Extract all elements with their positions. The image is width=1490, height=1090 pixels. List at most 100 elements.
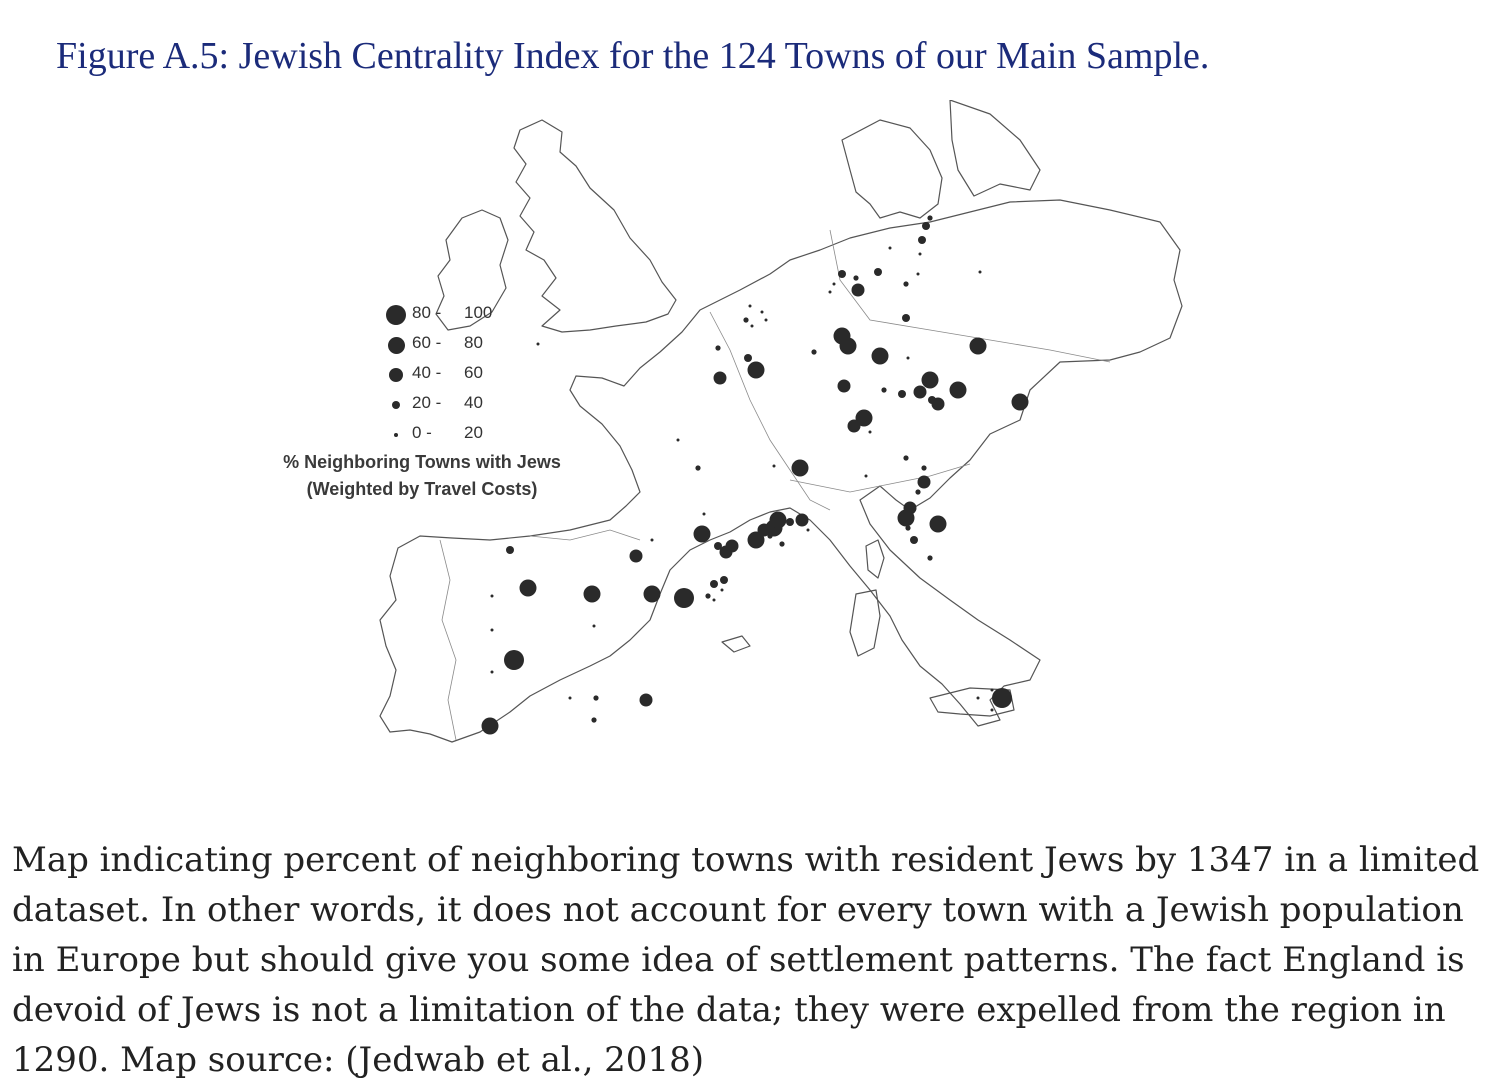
legend-range-low: 20 -	[412, 393, 442, 412]
continent-outline	[379, 199, 1183, 743]
town-marker	[874, 268, 882, 276]
town-marker	[720, 588, 724, 592]
legend-marker-icon	[387, 336, 405, 354]
border-france-east	[709, 311, 831, 511]
town-marker	[832, 282, 836, 286]
town-marker	[764, 318, 768, 322]
town-marker	[837, 379, 851, 393]
town-marker	[921, 465, 927, 471]
town-marker	[769, 511, 787, 529]
europe-map	[379, 100, 1183, 743]
legend-range-high: 80	[464, 333, 483, 352]
town-marker	[715, 345, 721, 351]
town-marker	[490, 670, 494, 674]
town-marker	[811, 349, 817, 355]
town-marker	[969, 337, 987, 355]
town-marker	[725, 539, 739, 553]
legend-range-low: 40 -	[412, 363, 442, 382]
great-britain-outline	[513, 119, 677, 333]
town-marker	[702, 512, 706, 516]
town-marker	[906, 356, 910, 360]
town-marker	[748, 304, 752, 308]
town-marker	[744, 354, 752, 362]
town-marker	[990, 708, 994, 712]
town-marker	[806, 528, 810, 532]
town-marker	[791, 459, 809, 477]
town-marker	[902, 314, 910, 322]
town-marker	[905, 525, 911, 531]
town-marker	[568, 696, 572, 700]
town-marker	[922, 222, 930, 230]
town-marker	[705, 593, 711, 599]
town-marker	[847, 419, 861, 433]
town-marker	[490, 594, 494, 598]
ireland-outline	[435, 209, 509, 331]
balearic-islands-outline	[721, 635, 751, 653]
town-marker	[714, 542, 722, 550]
legend-range-low: 0 -	[412, 423, 432, 442]
legend-range-high: 60	[464, 363, 483, 382]
town-marker	[903, 455, 909, 461]
town-marker	[593, 695, 599, 701]
legend-item: 40 - 60	[380, 360, 520, 384]
town-marker	[674, 588, 694, 608]
town-marker	[828, 290, 832, 294]
border-central-europe	[829, 229, 1111, 363]
legend-marker-icon	[386, 305, 406, 325]
border-france-spain	[529, 529, 641, 541]
map-legend: 80 - 100 60 - 80 40 - 60 20 - 40 0 - 20 % Neighbo…	[262, 300, 642, 510]
town-marker	[918, 236, 926, 244]
denmark-outline	[841, 119, 943, 219]
figure-title: Figure A.5: Jewish Centrality Index for …	[56, 35, 1210, 77]
town-marker	[786, 518, 794, 526]
town-marker	[747, 361, 765, 379]
town-marker	[591, 717, 597, 723]
town-marker	[639, 693, 653, 707]
legend-marker-icon	[392, 401, 400, 409]
town-marker	[855, 409, 873, 427]
town-marker	[481, 717, 499, 735]
legend-item: 60 - 80	[380, 330, 520, 354]
town-marker	[629, 549, 643, 563]
town-marker	[772, 464, 776, 468]
town-marker	[921, 371, 939, 389]
town-marker	[915, 489, 921, 495]
town-marker	[650, 538, 654, 542]
town-marker	[710, 580, 718, 588]
town-marker	[720, 576, 728, 584]
town-marker	[795, 513, 809, 527]
scandinavia-outline	[949, 100, 1041, 197]
town-marker	[592, 624, 596, 628]
town-marker	[864, 474, 868, 478]
town-marker	[929, 515, 947, 533]
legend-range-high: 20	[464, 423, 483, 442]
legend-caption-line1: % Neighboring Towns with Jews	[283, 452, 561, 472]
town-marker	[868, 430, 872, 434]
town-marker	[839, 337, 857, 355]
town-marker	[760, 310, 764, 314]
legend-item: 20 - 40	[380, 390, 520, 414]
town-marker	[903, 281, 909, 287]
legend-item: 80 - 100	[380, 300, 520, 325]
town-markers	[481, 215, 1029, 735]
town-marker	[490, 628, 494, 632]
legend-marker-icon	[389, 368, 403, 382]
town-marker	[871, 347, 889, 365]
town-marker	[506, 546, 514, 554]
town-marker	[693, 525, 711, 543]
town-marker	[750, 324, 754, 328]
town-marker	[504, 650, 524, 670]
image-caption: Map indicating percent of neighboring to…	[12, 840, 1480, 1080]
town-marker	[853, 275, 859, 281]
border-alps	[789, 463, 971, 493]
town-marker	[838, 270, 846, 278]
town-marker	[695, 465, 701, 471]
town-marker	[1011, 393, 1029, 411]
town-marker	[712, 598, 716, 602]
town-marker	[918, 252, 922, 256]
town-marker	[779, 541, 785, 547]
border-spain-portugal	[439, 539, 457, 741]
town-marker	[643, 585, 661, 603]
town-marker	[851, 283, 865, 297]
